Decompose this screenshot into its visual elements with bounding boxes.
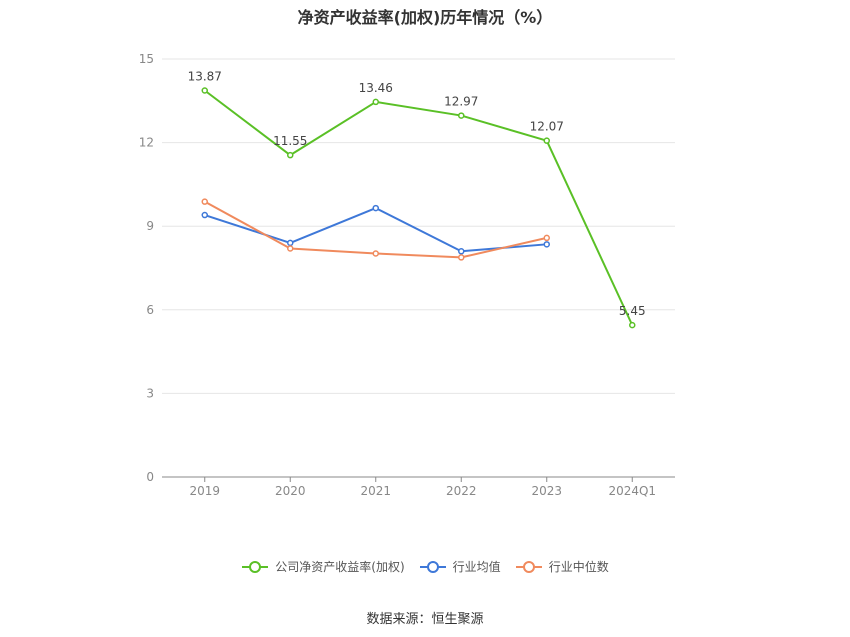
data-label: 5.45	[619, 304, 646, 318]
legend-item[interactable]: 公司净资产收益率(加权)	[241, 558, 405, 575]
data-point	[543, 234, 550, 242]
data-point	[629, 321, 636, 329]
series	[201, 87, 636, 329]
data-point	[287, 239, 294, 247]
data-point	[201, 87, 208, 94]
data-point	[287, 245, 294, 252]
data-point	[458, 112, 465, 119]
data-label: 12.97	[444, 95, 478, 109]
x-tick-label: 2020	[275, 484, 306, 498]
legend-item[interactable]: 行业均值	[419, 558, 501, 575]
y-tick-label: 15	[139, 52, 154, 66]
x-tick-label: 2022	[446, 484, 477, 498]
axes: 0 3 6 9 12 15 2019 2020 2021 2022 2023 2024Q1	[139, 52, 675, 498]
legend-marker-icon	[515, 560, 542, 573]
data-label: 13.87	[188, 69, 222, 83]
y-tick-label: 0	[146, 470, 154, 484]
series-line-0	[204, 89, 634, 326]
data-label: 13.46	[359, 81, 393, 95]
y-tick-label: 3	[146, 386, 154, 400]
legend-marker-icon	[242, 560, 269, 573]
data-point	[372, 204, 379, 212]
source-note: 数据来源：恒生聚源	[366, 612, 484, 627]
x-tick-label: 2019	[189, 484, 220, 498]
data-point	[458, 254, 465, 261]
legend-item[interactable]: 行业中位数	[515, 558, 609, 575]
data-label: 12.07	[530, 120, 564, 134]
legend-label: 公司净资产收益率(加权)	[275, 560, 405, 574]
data-label: 11.55	[273, 134, 307, 148]
y-tick-label: 6	[146, 303, 154, 317]
data-labels: 13.87 11.55 13.46 12.97 12.07 5.45	[188, 69, 646, 318]
chart-title: 净资产收益率(加权)历年情况（%）	[297, 8, 553, 27]
legend: 公司净资产收益率(加权) 行业均值 行业中位数	[0, 558, 850, 575]
legend-marker-icon	[419, 560, 446, 573]
x-tick-label: 2023	[531, 484, 562, 498]
data-point	[372, 98, 379, 106]
data-point	[201, 211, 208, 219]
legend-label: 行业中位数	[548, 560, 609, 574]
x-tick-label: 2024Q1	[608, 484, 656, 498]
data-point	[201, 198, 208, 205]
x-tick-label: 2021	[360, 484, 391, 498]
y-tick-label: 9	[146, 219, 154, 233]
data-point	[287, 151, 294, 159]
grid-lines	[162, 58, 675, 394]
data-point	[458, 248, 465, 255]
data-point	[543, 241, 550, 248]
data-point	[372, 250, 379, 257]
data-point	[543, 137, 550, 144]
legend-label: 行业均值	[452, 560, 501, 574]
y-tick-label: 12	[139, 136, 154, 150]
